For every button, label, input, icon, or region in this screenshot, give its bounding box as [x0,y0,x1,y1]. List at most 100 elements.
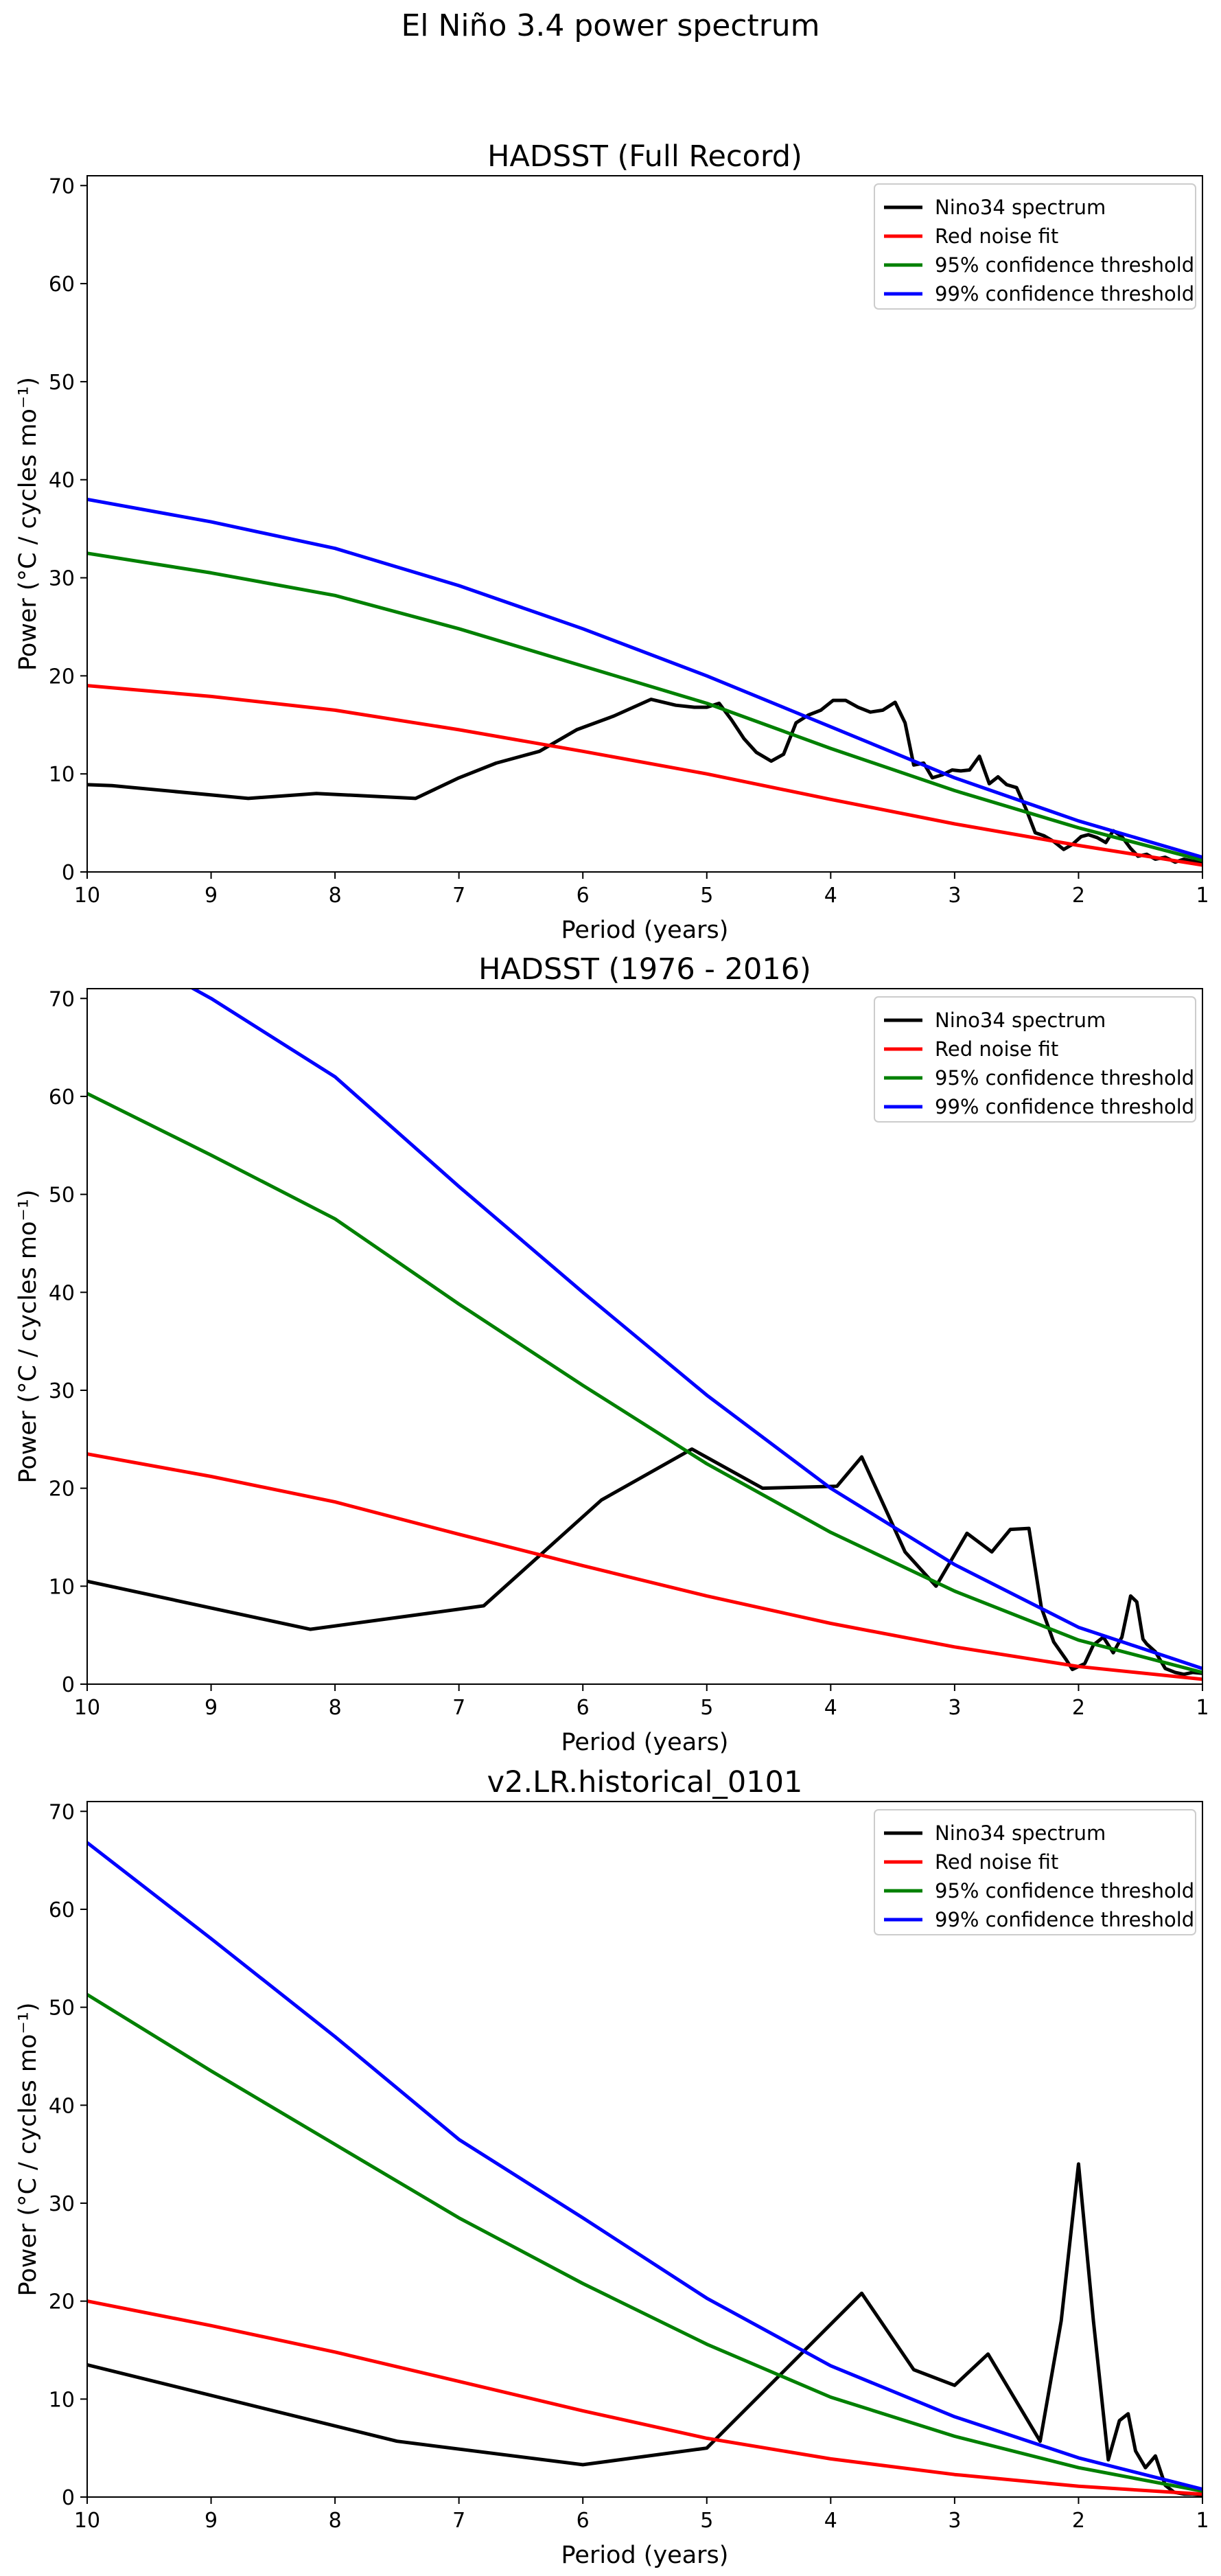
legend: Nino34 spectrum Red noise fit 95% confiden… [874,996,1196,1123]
y-tick-label: 30 [49,567,75,591]
x-axis-label: Period (years) [561,1729,729,1756]
legend-box [874,1809,1196,1935]
series-line-4 [87,1841,1202,2492]
legend-label: Nino34 spectrum [935,196,1106,219]
y-tick-label: 70 [49,174,75,198]
y-tick-label: 40 [49,1281,75,1305]
x-tick-label: 1 [1196,884,1209,908]
series-line-2 [87,1452,1202,1681]
legend-label: Red noise fit [935,225,1058,248]
y-tick-label: 0 [62,1673,75,1697]
x-tick-label: 8 [329,884,342,908]
x-tick-label: 2 [1072,2509,1085,2533]
series-line-4 [189,989,1202,1670]
x-tick-label: 10 [74,1696,100,1720]
legend-label: 99% confidence threshold [935,1095,1194,1118]
panel-title: HADSST (Full Record) [487,139,802,174]
x-tick-label: 4 [824,1696,837,1720]
plot-frame [86,175,1203,873]
legend-label: Red noise fit [935,1037,1058,1061]
y-tick-label: 40 [49,469,75,493]
y-tick-label: 30 [49,1379,75,1403]
legend-box [874,996,1196,1123]
x-tick-label: 10 [74,2509,100,2533]
panel-title: v2.LR.historical_0101 [487,1765,803,1799]
legend-box [874,183,1196,310]
plot-frame [86,988,1203,1685]
x-tick-label: 9 [205,1696,218,1720]
y-tick-label: 20 [49,2290,75,2314]
series-line-3 [87,1092,1202,1675]
y-tick-label: 60 [49,1898,75,1922]
x-tick-label: 10 [74,884,100,908]
legend-label: Nino34 spectrum [935,1821,1106,1845]
x-tick-label: 6 [577,884,590,908]
x-axis-label: Period (years) [561,917,729,944]
series-line-3 [87,551,1202,862]
y-tick-label: 0 [62,861,75,885]
y-axis-label: Power (°C / cycles mo⁻¹) [14,1189,42,1483]
x-tick-label: 5 [700,884,713,908]
x-tick-label: 7 [452,884,465,908]
y-tick-label: 60 [49,1085,75,1109]
legend-label: 99% confidence threshold [935,282,1194,306]
x-tick-label: 7 [452,2509,465,2533]
x-tick-label: 7 [452,1696,465,1720]
y-axis-label: Power (°C / cycles mo⁻¹) [14,377,42,671]
series-line-4 [87,497,1202,859]
y-tick-label: 70 [49,1800,75,1824]
y-tick-label: 20 [49,1477,75,1502]
y-tick-label: 50 [49,1184,75,1208]
x-tick-label: 9 [205,884,218,908]
y-tick-label: 50 [49,371,75,395]
legend-label: Red noise fit [935,1850,1058,1874]
x-tick-label: 4 [824,2509,837,2533]
x-tick-label: 6 [577,1696,590,1720]
x-tick-label: 2 [1072,884,1085,908]
x-tick-label: 3 [948,2509,961,2533]
y-tick-label: 30 [49,2192,75,2216]
y-tick-label: 10 [49,763,75,787]
series-line-1 [87,1447,1202,1677]
x-axis-label: Period (years) [561,2542,729,2569]
legend-label: 95% confidence threshold [935,253,1194,277]
y-tick-label: 0 [62,2486,75,2510]
x-tick-label: 1 [1196,2509,1209,2533]
x-tick-label: 4 [824,884,837,908]
panel-title: HADSST (1976 - 2016) [478,952,811,987]
legend-label: Nino34 spectrum [935,1009,1106,1032]
y-tick-label: 10 [49,2388,75,2412]
series-line-3 [87,1992,1202,2493]
y-tick-label: 50 [49,1997,75,2021]
y-tick-label: 40 [49,2094,75,2118]
x-tick-label: 2 [1072,1696,1085,1720]
legend: Nino34 spectrum Red noise fit 95% confiden… [874,1809,1196,1935]
series-line-2 [87,684,1202,867]
x-tick-label: 5 [700,2509,713,2533]
series-line-2 [87,2299,1202,2496]
x-tick-label: 3 [948,1696,961,1720]
x-tick-label: 3 [948,884,961,908]
y-axis-label: Power (°C / cycles mo⁻¹) [14,2002,42,2296]
y-tick-label: 60 [49,273,75,297]
y-tick-label: 10 [49,1575,75,1599]
x-tick-label: 5 [700,1696,713,1720]
figure-suptitle: El Niño 3.4 power spectrum [401,8,820,43]
series-line-1 [87,2162,1202,2497]
x-tick-label: 1 [1196,1696,1209,1720]
y-tick-label: 20 [49,665,75,689]
legend: Nino34 spectrum Red noise fit 95% confiden… [874,183,1196,310]
x-tick-label: 6 [577,2509,590,2533]
legend-label: 99% confidence threshold [935,1908,1194,1931]
x-tick-label: 8 [329,1696,342,1720]
panel-2: HADSST (1976 - 2016)10 9 8 7 6 5 4 3 2 1010203040… [14,952,1209,1756]
legend-label: 95% confidence threshold [935,1066,1194,1090]
plot-frame [86,1801,1203,2498]
x-tick-label: 8 [329,2509,342,2533]
x-tick-label: 9 [205,2509,218,2533]
panel-1: HADSST (Full Record)10 9 8 7 6 5 4 3 2 1010203040… [14,139,1209,944]
y-tick-label: 70 [49,987,75,1011]
